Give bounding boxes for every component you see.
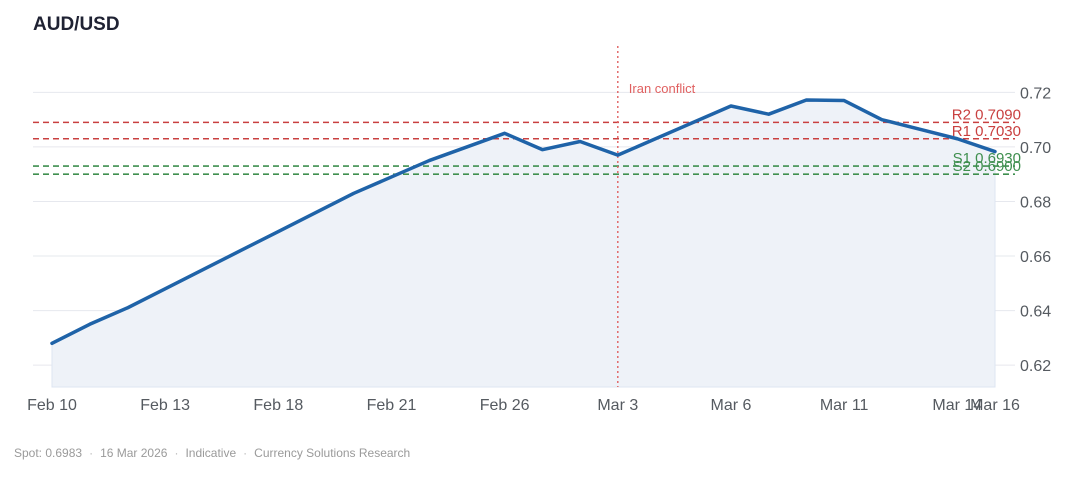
x-tick-label: Feb 13: [140, 397, 190, 414]
price-line: [50, 98, 997, 346]
x-tick-label: Mar 6: [711, 397, 752, 414]
level-label-s2: S2 0.6900: [953, 158, 1021, 175]
quote-status: Indicative: [185, 446, 237, 460]
chart-title: AUD/USD: [33, 14, 120, 35]
chart-footer: Spot: 0.6983 · 16 Mar 2026 · Indicative · Curr…: [14, 446, 411, 460]
price-series: [50, 98, 997, 346]
x-tick-label: Feb 10: [27, 397, 77, 414]
y-tick-label: 0.70: [1020, 140, 1051, 157]
x-tick-label: Mar 16: [970, 397, 1020, 414]
y-tick-label: 0.64: [1020, 304, 1051, 321]
as-of-date: 16 Mar 2026: [100, 446, 168, 460]
event-annotations: Iran conflict: [617, 46, 696, 387]
level-label-s1: S1 0.6930: [953, 150, 1021, 167]
level-label-r1: R1 0.7030: [952, 123, 1021, 140]
x-tick-label: Mar 11: [820, 397, 869, 414]
y-axis-ticks: 0.62 0.64 0.66 0.68 0.70 0.72: [1020, 85, 1051, 375]
x-tick-label: Mar 3: [597, 397, 638, 414]
x-tick-label: Feb 18: [253, 397, 303, 414]
spot-rate: Spot: 0.6983: [14, 446, 83, 460]
y-tick-label: 0.72: [1020, 85, 1051, 102]
annotation-label: Iran conflict: [629, 81, 696, 96]
x-axis-ticks: Feb 10 Feb 13 Feb 18 Feb 21 Feb 26 Mar 3 Mar 6…: [27, 397, 1020, 414]
x-tick-label: Mar 14: [932, 397, 982, 414]
level-label-r2: R2 0.7090: [952, 106, 1021, 123]
y-tick-label: 0.62: [1020, 358, 1051, 375]
y-tick-label: 0.68: [1020, 194, 1051, 211]
x-tick-label: Feb 21: [367, 397, 417, 414]
x-tick-label: Feb 26: [480, 397, 530, 414]
y-tick-label: 0.66: [1020, 249, 1051, 266]
source-credit: Currency Solutions Research: [254, 446, 411, 460]
